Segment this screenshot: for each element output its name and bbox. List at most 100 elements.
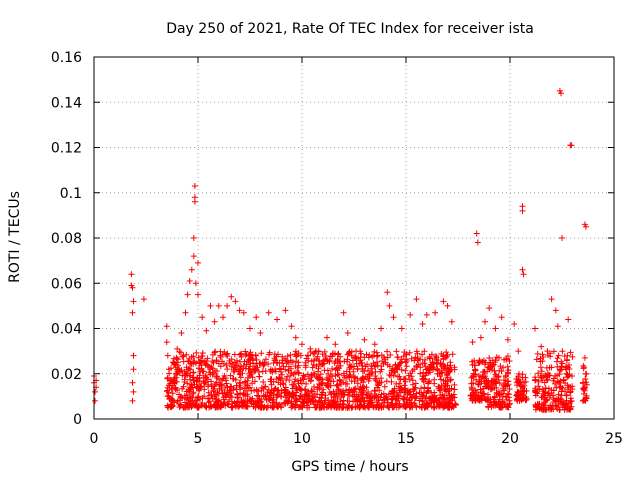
data-point — [190, 353, 197, 360]
data-point — [368, 399, 375, 406]
data-point — [452, 400, 459, 407]
data-point — [434, 366, 441, 373]
data-point — [476, 372, 482, 379]
data-point — [174, 368, 181, 375]
data-point — [428, 399, 435, 406]
data-point — [444, 302, 451, 309]
data-point — [407, 311, 414, 318]
data-point — [299, 398, 306, 405]
data-point — [300, 372, 307, 379]
data-point — [500, 364, 507, 371]
data-point — [542, 372, 549, 379]
data-point — [205, 399, 212, 406]
data-point — [400, 403, 407, 410]
data-point — [539, 351, 546, 358]
data-point — [193, 397, 200, 404]
data-point — [446, 368, 453, 375]
data-point — [278, 387, 285, 394]
data-point — [401, 386, 408, 393]
data-point — [302, 387, 309, 394]
x-tick-label: 25 — [605, 431, 623, 447]
data-point — [224, 401, 231, 408]
data-point — [92, 388, 98, 395]
x-tick-labels: 0 5 10 15 20 25 — [90, 431, 623, 447]
data-point — [368, 365, 375, 372]
data-point — [490, 402, 497, 409]
data-point — [433, 360, 440, 367]
data-point — [362, 363, 369, 370]
data-point — [430, 404, 437, 411]
data-point — [338, 404, 345, 411]
data-point — [201, 380, 208, 387]
data-point — [411, 386, 418, 392]
y-tick-label: 0.1 — [60, 186, 82, 202]
data-point — [318, 380, 325, 387]
data-point — [279, 360, 286, 367]
data-point — [195, 259, 201, 266]
data-point — [542, 396, 549, 403]
data-point — [242, 379, 249, 386]
y-axis-label: ROTI / TECUs — [7, 191, 23, 283]
data-point — [340, 370, 347, 377]
data-point — [237, 374, 244, 381]
data-point — [381, 394, 388, 401]
data-point — [477, 334, 484, 341]
data-point — [384, 402, 391, 409]
data-point — [345, 388, 352, 394]
data-point — [269, 404, 276, 411]
data-point — [201, 358, 208, 365]
data-point — [559, 235, 565, 241]
data-point — [281, 399, 288, 406]
data-point — [546, 394, 553, 401]
data-point — [306, 396, 313, 403]
grid-lines — [94, 57, 614, 419]
data-point — [394, 354, 401, 361]
data-point — [519, 392, 526, 399]
data-point — [312, 394, 318, 401]
data-point — [345, 403, 352, 410]
data-point — [409, 394, 416, 401]
data-point — [378, 363, 385, 370]
data-point — [269, 369, 276, 376]
data-point — [447, 377, 454, 384]
data-point — [165, 382, 172, 389]
data-point — [293, 353, 300, 360]
data-point — [413, 296, 420, 303]
data-point — [389, 395, 396, 402]
data-point — [394, 366, 401, 373]
data-point — [473, 389, 480, 395]
data-point — [273, 403, 280, 410]
data-point — [212, 348, 219, 355]
data-point — [325, 401, 332, 408]
x-tick-label: 10 — [293, 431, 311, 447]
data-point — [438, 376, 444, 383]
x-tick-label: 20 — [501, 431, 519, 447]
data-point — [282, 366, 289, 373]
data-point — [442, 383, 449, 390]
data-point — [92, 397, 98, 404]
data-point — [164, 393, 171, 400]
data-point — [397, 402, 404, 409]
data-point — [350, 368, 357, 375]
data-point — [338, 381, 345, 387]
data-point — [210, 369, 216, 376]
data-point — [195, 291, 201, 298]
data-point — [441, 363, 448, 369]
data-point — [479, 373, 486, 380]
data-point — [258, 350, 265, 357]
data-point — [388, 378, 395, 385]
data-point — [216, 376, 222, 383]
data-point — [311, 357, 318, 364]
data-point — [350, 398, 357, 405]
data-point — [196, 385, 203, 392]
data-point — [227, 393, 234, 399]
data-point — [407, 404, 414, 411]
data-point — [336, 365, 343, 372]
data-point — [287, 391, 293, 398]
data-point — [506, 386, 513, 392]
data-point — [258, 387, 265, 394]
data-point — [130, 352, 137, 359]
data-point — [421, 360, 428, 367]
data-point — [297, 377, 304, 384]
data-point — [253, 356, 260, 363]
